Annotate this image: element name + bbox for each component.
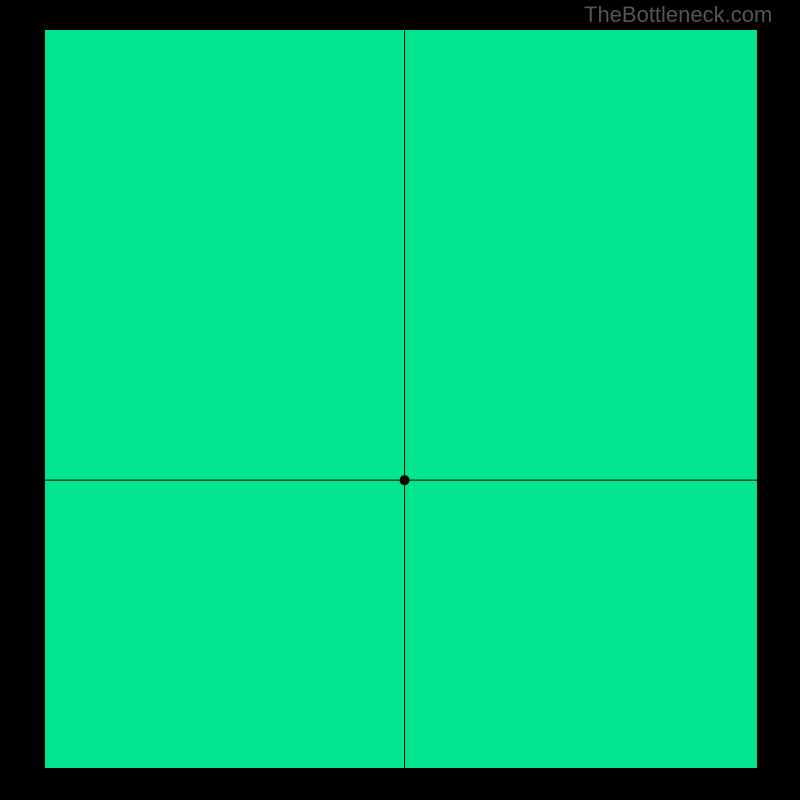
watermark-text: TheBottleneck.com [584, 2, 772, 28]
chart-container: TheBottleneck.com [0, 0, 800, 800]
bottleneck-heatmap [45, 30, 757, 768]
